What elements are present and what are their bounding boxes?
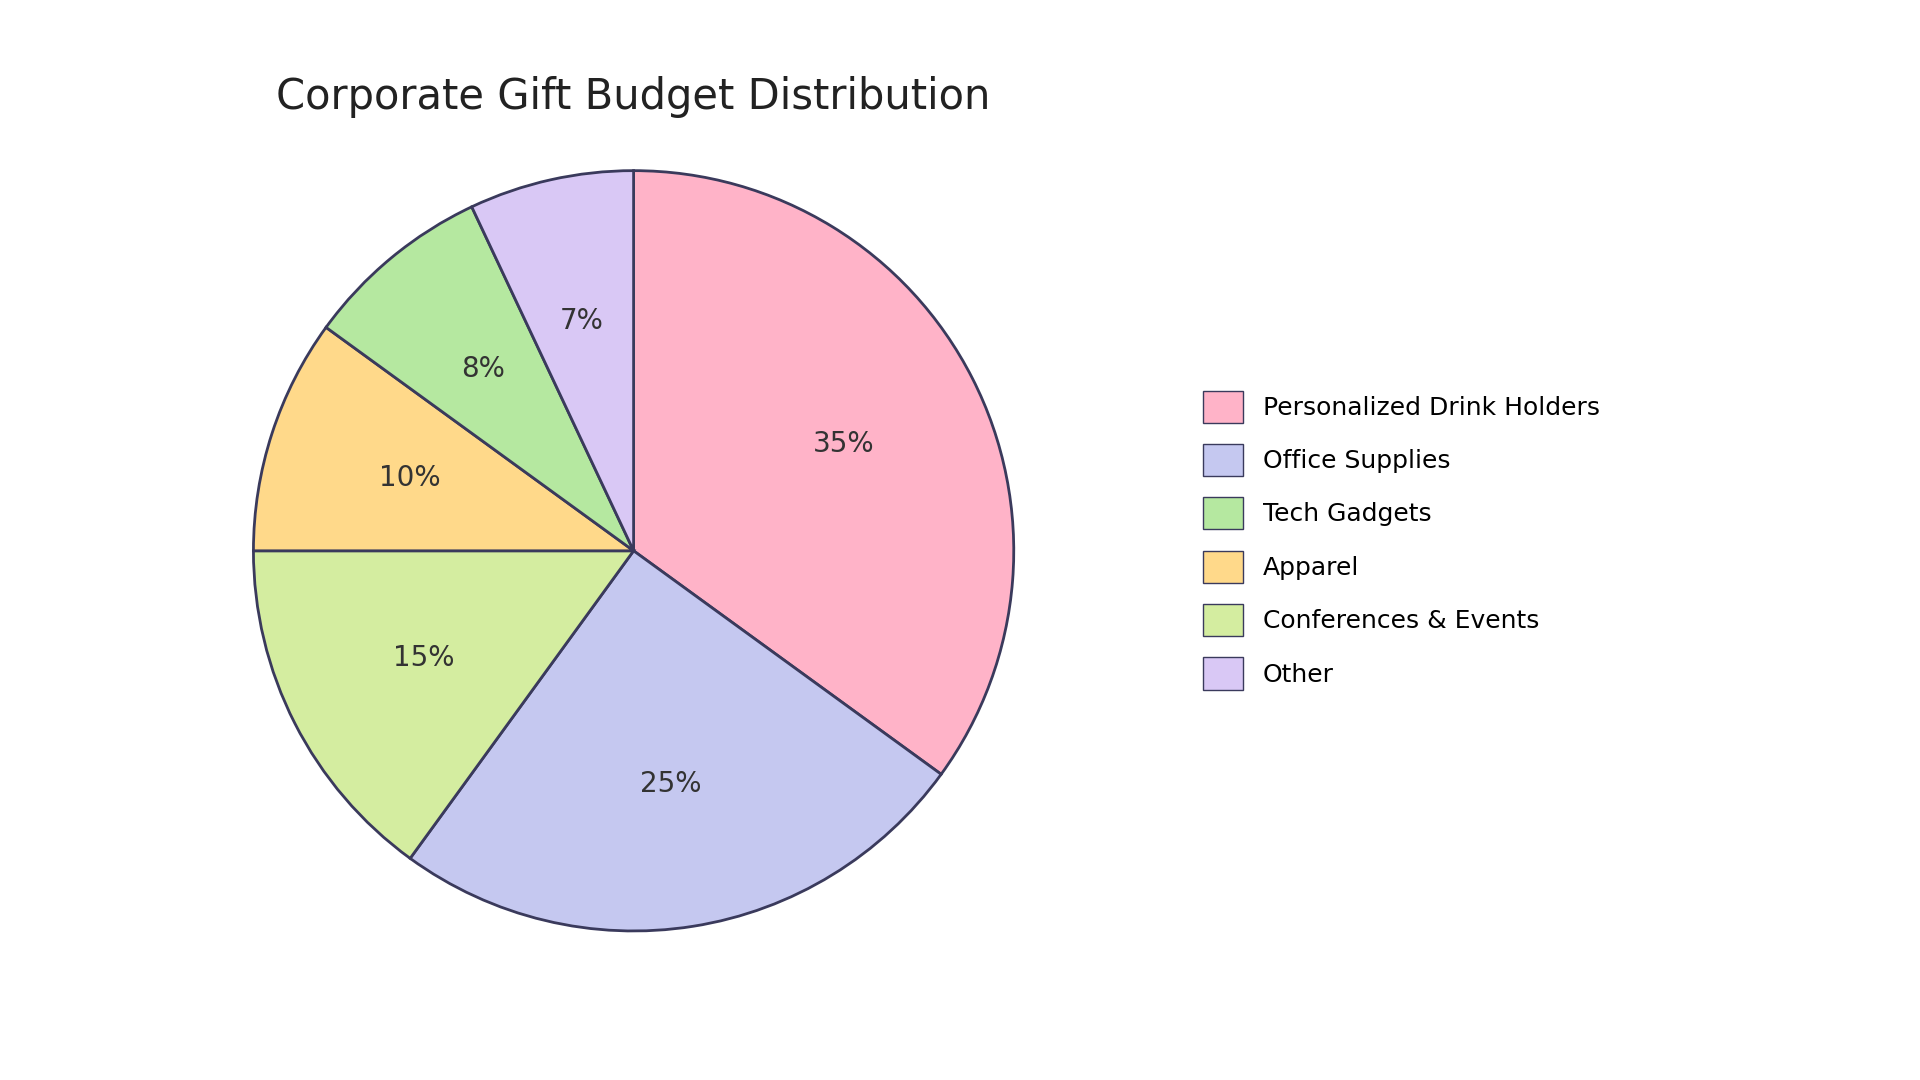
Text: Corporate Gift Budget Distribution: Corporate Gift Budget Distribution bbox=[276, 76, 991, 118]
Wedge shape bbox=[253, 551, 634, 859]
Text: 10%: 10% bbox=[378, 464, 440, 492]
Wedge shape bbox=[634, 171, 1014, 774]
Wedge shape bbox=[472, 171, 634, 551]
Text: 15%: 15% bbox=[394, 644, 455, 672]
Wedge shape bbox=[326, 207, 634, 551]
Text: 35%: 35% bbox=[812, 430, 874, 458]
Wedge shape bbox=[253, 327, 634, 551]
Text: 7%: 7% bbox=[561, 307, 605, 335]
Legend: Personalized Drink Holders, Office Supplies, Tech Gadgets, Apparel, Conferences : Personalized Drink Holders, Office Suppl… bbox=[1204, 391, 1599, 689]
Text: 8%: 8% bbox=[461, 355, 505, 383]
Wedge shape bbox=[411, 551, 941, 931]
Text: 25%: 25% bbox=[639, 770, 701, 798]
